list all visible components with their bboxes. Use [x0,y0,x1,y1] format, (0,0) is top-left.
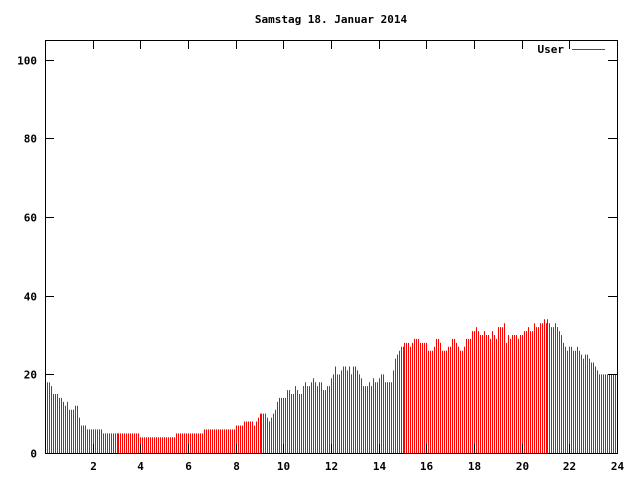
y-tick-label: 20 [24,369,37,382]
y-tick-label: 80 [24,133,37,146]
x-tick-label: 8 [233,460,240,473]
y-tick-label: 40 [24,291,37,304]
x-tick-label: 16 [420,460,434,473]
y-tick-label: 0 [30,448,37,461]
plot-border [45,40,618,454]
x-tick-label: 18 [468,460,481,473]
chart-title: Samstag 18. Januar 2014 [255,13,408,26]
x-tick-label: 20 [516,460,529,473]
y-tick-label: 100 [17,55,37,68]
x-tick-label: 10 [277,460,290,473]
x-tick-label: 2 [90,460,97,473]
legend-label: User [538,43,565,56]
x-tick-label: 6 [185,460,192,473]
x-tick-label: 4 [137,460,144,473]
x-tick-label: 22 [563,460,576,473]
x-tick-label: 14 [373,460,387,473]
bar-series [45,319,616,453]
x-tick-label: 24 [611,460,625,473]
x-tick-label: 12 [325,460,338,473]
y-tick-label: 60 [24,212,37,225]
legend: User [538,43,605,56]
